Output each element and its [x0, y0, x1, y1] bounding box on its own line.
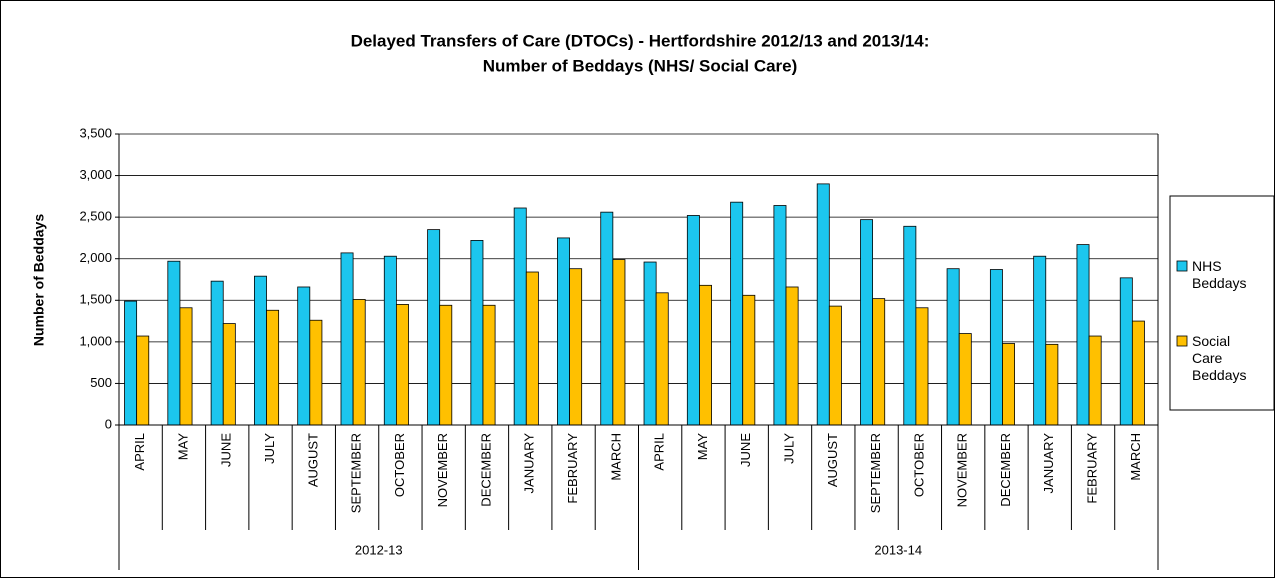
bar	[655, 292, 669, 426]
x-tick-label: JULY	[262, 433, 277, 464]
x-tick-label: AUGUST	[825, 433, 840, 487]
x-tick-label: AUGUST	[305, 433, 320, 487]
bar	[253, 275, 267, 426]
bar	[309, 319, 323, 426]
bar	[210, 280, 224, 426]
bar	[699, 284, 712, 426]
bar	[513, 207, 527, 426]
x-tick-label: MAY	[695, 433, 710, 461]
x-tick-label: OCTOBER	[392, 433, 407, 497]
bar	[167, 260, 181, 426]
chart-title: Number of Beddays (NHS/ Social Care)	[483, 56, 798, 75]
bar	[860, 219, 874, 426]
bar	[557, 237, 570, 426]
x-tick-label: DECEMBER	[998, 433, 1013, 507]
bar	[470, 240, 484, 426]
y-tick-label: 1,500	[79, 292, 112, 307]
x-tick-label: APRIL	[132, 433, 147, 471]
bar	[828, 305, 842, 426]
x-tick-label: JUNE	[219, 433, 234, 467]
bar	[989, 269, 1003, 426]
bar	[383, 255, 397, 426]
legend-box	[1169, 195, 1275, 411]
bar	[352, 299, 366, 426]
bar	[297, 286, 311, 426]
x-tick-label: NOVEMBER	[435, 433, 450, 507]
legend-swatch	[1176, 260, 1188, 272]
x-tick-label: JANUARY	[1041, 433, 1056, 494]
bar	[773, 205, 787, 426]
bar	[816, 183, 830, 426]
bar	[958, 333, 972, 426]
legend-swatch	[1176, 335, 1188, 347]
y-tick-label: 2,500	[79, 209, 112, 224]
y-tick-label: 2,000	[79, 250, 112, 265]
x-tick-label: JULY	[781, 433, 796, 464]
bar	[1033, 255, 1047, 426]
bar	[730, 201, 744, 426]
bar	[643, 261, 657, 426]
bar	[915, 307, 929, 426]
bar	[222, 323, 236, 426]
bar	[946, 268, 960, 426]
group-label: 2012-13	[355, 542, 403, 557]
bar	[340, 252, 354, 426]
x-tick-label: FEBRUARY	[565, 433, 580, 504]
x-tick-label: DECEMBER	[478, 433, 493, 507]
x-tick-label: NOVEMBER	[955, 433, 970, 507]
bar	[1131, 320, 1145, 426]
x-tick-label: JUNE	[738, 433, 753, 467]
bar	[1076, 244, 1090, 426]
bar	[395, 304, 409, 426]
bar	[124, 300, 138, 426]
bar	[427, 229, 441, 426]
bar	[482, 304, 496, 426]
x-tick-label: OCTOBER	[911, 433, 926, 497]
x-tick-label: MARCH	[1128, 433, 1143, 481]
bar	[742, 294, 756, 426]
bar	[266, 309, 280, 426]
bar	[136, 335, 150, 426]
bar	[1045, 343, 1059, 426]
y-tick-label: 1,000	[79, 333, 112, 348]
bar	[525, 271, 539, 426]
y-tick-label: 3,000	[79, 167, 112, 182]
group-label: 2013-14	[874, 542, 922, 557]
bar	[785, 286, 799, 426]
x-tick-label: FEBRUARY	[1085, 433, 1100, 504]
x-tick-label: SEPTEMBER	[349, 433, 364, 513]
bar	[686, 215, 700, 426]
y-tick-label: 500	[90, 375, 112, 390]
bar	[903, 225, 917, 426]
bar	[612, 259, 626, 426]
y-axis-label: Number of Beddays	[31, 214, 47, 346]
bar	[179, 307, 193, 426]
bar	[1088, 335, 1102, 426]
y-tick-label: 0	[105, 416, 112, 431]
bar	[1119, 277, 1133, 426]
x-tick-label: MAY	[175, 433, 190, 461]
bar	[600, 211, 614, 426]
x-tick-label: MARCH	[608, 433, 623, 481]
bar	[872, 298, 886, 426]
chart-title: Delayed Transfers of Care (DTOCs) - Hert…	[351, 31, 930, 50]
bar	[1002, 343, 1016, 426]
bar	[439, 304, 453, 426]
x-tick-label: APRIL	[652, 433, 667, 471]
legend-label: NHS Beddays	[1192, 258, 1247, 291]
bar	[569, 268, 583, 426]
legend-label: Social Care Beddays	[1192, 333, 1247, 383]
x-tick-label: JANUARY	[522, 433, 537, 494]
x-tick-label: SEPTEMBER	[868, 433, 883, 513]
y-tick-label: 3,500	[79, 125, 112, 140]
